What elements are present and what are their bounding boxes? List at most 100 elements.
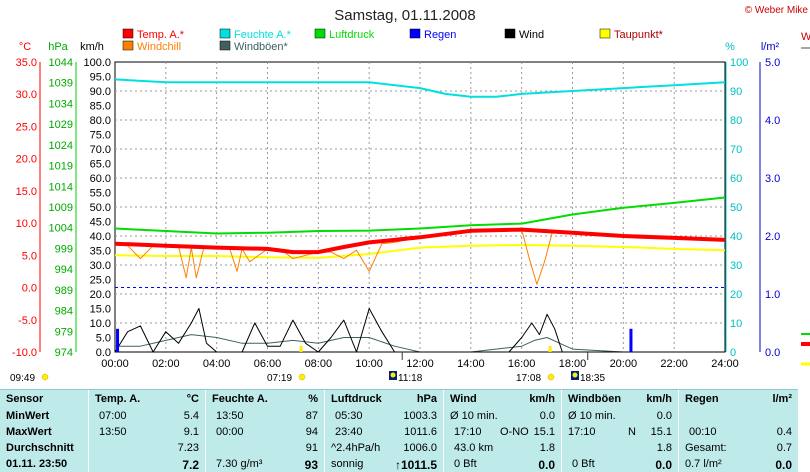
- wind-bft: 0 Bft: [454, 458, 477, 470]
- tick-hpa: 1009: [49, 202, 73, 214]
- temp-max-value: 9.1: [183, 426, 199, 438]
- tick-rain: 4.0: [765, 115, 780, 127]
- wind-max-time: 17:10: [454, 426, 482, 438]
- tick-kmh: 80.0: [90, 115, 111, 127]
- tick-x: 08:00: [305, 358, 333, 370]
- row-label-min: MinWert: [6, 410, 50, 422]
- tick-kmh: 10.0: [90, 318, 111, 330]
- temp-max-time: 13:50: [99, 426, 127, 438]
- tick-kmh: 5.0: [96, 333, 111, 345]
- tick-kmh: 20.0: [90, 289, 111, 301]
- legend-label-regen: Regen: [424, 29, 456, 41]
- legend-label-windchill: Windchill: [137, 41, 181, 53]
- tick-temp: 35.0: [16, 57, 37, 69]
- tick-x: 10:00: [355, 358, 383, 370]
- summary-col-sensor: Sensor MinWert MaxWert Durchschnitt 01.1…: [0, 390, 89, 472]
- tick-pct: 40: [730, 231, 742, 243]
- legend-swatch-taupunkt: [599, 28, 611, 39]
- tick-x: 04:00: [203, 358, 231, 370]
- tick-temp: 0.0: [22, 283, 37, 295]
- tick-pct: 50: [730, 202, 742, 214]
- series-luftdruck: [114, 196, 726, 235]
- tick-x: 16:00: [508, 358, 536, 370]
- legend-label-windboeen: Windböen*: [234, 41, 289, 53]
- hdr-regen-unit: l/m²: [772, 393, 792, 405]
- regen-max-time: 00:10: [689, 426, 717, 438]
- series-temp: [114, 227, 726, 255]
- tick-kmh: 40.0: [90, 231, 111, 243]
- series-feuchte: [114, 78, 726, 98]
- hdr-boeen-unit: km/h: [646, 393, 672, 405]
- feuchte-max-time: 00:00: [216, 426, 244, 438]
- summary-col-wind: Wind km/h Ø 10 min. 0.0 17:10 O-NO 15.1 …: [444, 390, 562, 472]
- tick-kmh: 30.0: [90, 260, 111, 272]
- tick-x: 06:00: [254, 358, 282, 370]
- sunrise-marker-icon: [548, 346, 552, 352]
- tick-x: 02:00: [152, 358, 180, 370]
- mark-sun-time: 17:08: [516, 373, 541, 384]
- feuchte-current-value: 93: [304, 458, 318, 472]
- summary-col-druck: Luftdruck hPa 05:30 1003.3 23:40 1011.6 …: [325, 390, 444, 472]
- tick-hpa: 979: [55, 326, 73, 338]
- tick-hpa: 1029: [49, 119, 73, 131]
- tick-pct: 10: [730, 318, 742, 330]
- row-label-current: 01.11. 23:50: [6, 458, 68, 470]
- hdr-temp-unit: °C: [186, 393, 199, 405]
- summary-table: Sensor MinWert MaxWert Durchschnitt 01.1…: [0, 389, 798, 472]
- tick-hpa: 1024: [49, 140, 73, 152]
- tick-rain: 5.0: [765, 57, 780, 69]
- rain-bar: [116, 328, 120, 352]
- summary-col-regen: Regen l/m² 00:10 0.4 Gesamt: 0.7 0.7 l/m…: [679, 390, 798, 472]
- tick-pct: 80: [730, 115, 742, 127]
- series-taupunkt: [114, 244, 726, 259]
- wind-min-value: 0.0: [539, 410, 555, 422]
- tick-kmh: 55.0: [90, 188, 111, 200]
- hdr-boeen: Windböen: [568, 393, 622, 405]
- tick-kmh: 50.0: [90, 202, 111, 214]
- tick-hpa: 984: [55, 306, 73, 318]
- summary-col-temp: Temp. A. °C 07:00 5.4 13:50 9.1 7.23 7.2: [89, 390, 206, 472]
- tick-pct: 90: [730, 86, 742, 98]
- legend-swatch-temp: [122, 28, 134, 39]
- boeen-max-dir: N: [628, 426, 636, 438]
- druck-avg-value: 1006.0: [403, 442, 437, 454]
- tick-hpa: 974: [55, 347, 73, 359]
- tick-x: 00:00: [101, 358, 129, 370]
- tick-temp: 25.0: [16, 121, 37, 133]
- regen-current-value: 0.0: [775, 458, 792, 472]
- tick-hpa: 1019: [49, 161, 73, 173]
- tick-hpa: 989: [55, 285, 73, 297]
- tick-rain: 2.0: [765, 231, 780, 243]
- chart-title: Samstag, 01.11.2008: [334, 7, 476, 24]
- legend-label-wind: Wind: [519, 29, 544, 41]
- hdr-sensor: Sensor: [6, 393, 44, 405]
- legend-swatch-windchill: [122, 40, 134, 51]
- hdr-wind: Wind: [450, 393, 477, 405]
- feuchte-max-value: 94: [305, 426, 318, 438]
- boeen-min-value: 0.0: [656, 410, 672, 422]
- series-wind: [114, 308, 725, 353]
- summary-col-feuchte: Feuchte A. % 13:50 87 00:00 94 91 7.30 g…: [206, 390, 325, 472]
- legend-label-luftdruck: Luftdruck: [329, 29, 375, 41]
- sunrise-marker-icon: [299, 346, 303, 352]
- tick-hpa: 1039: [49, 78, 73, 90]
- tick-hpa: 999: [55, 243, 73, 255]
- tick-rain: 3.0: [765, 173, 780, 185]
- tick-kmh: 60.0: [90, 173, 111, 185]
- legend-swatch-wind: [504, 28, 516, 39]
- chart-axes: °C hPa km/h% l/m² 35.0 30.0 25.0 20.0 15.0 10.0 5.…: [12, 41, 780, 370]
- legend-swatch-feuchte: [219, 28, 231, 39]
- boeen-min-time: Ø 10 min.: [568, 410, 616, 422]
- tick-kmh: 85.0: [90, 101, 111, 113]
- boeen-avg-value: 1.8: [656, 442, 672, 454]
- tick-x: 14:00: [457, 358, 485, 370]
- druck-current-value: ↑1011.5: [394, 458, 437, 472]
- druck-trend: ^2.4hPa/h: [331, 442, 381, 454]
- boeen-max-value: 15.1: [650, 426, 672, 438]
- tick-temp: 5.0: [22, 250, 37, 262]
- tick-temp: 10.0: [16, 218, 37, 230]
- series-windchill: [114, 229, 726, 285]
- brand-label: © Weber Mike: [745, 5, 809, 16]
- tick-hpa: 1004: [49, 223, 73, 235]
- tick-x: 18:00: [559, 358, 587, 370]
